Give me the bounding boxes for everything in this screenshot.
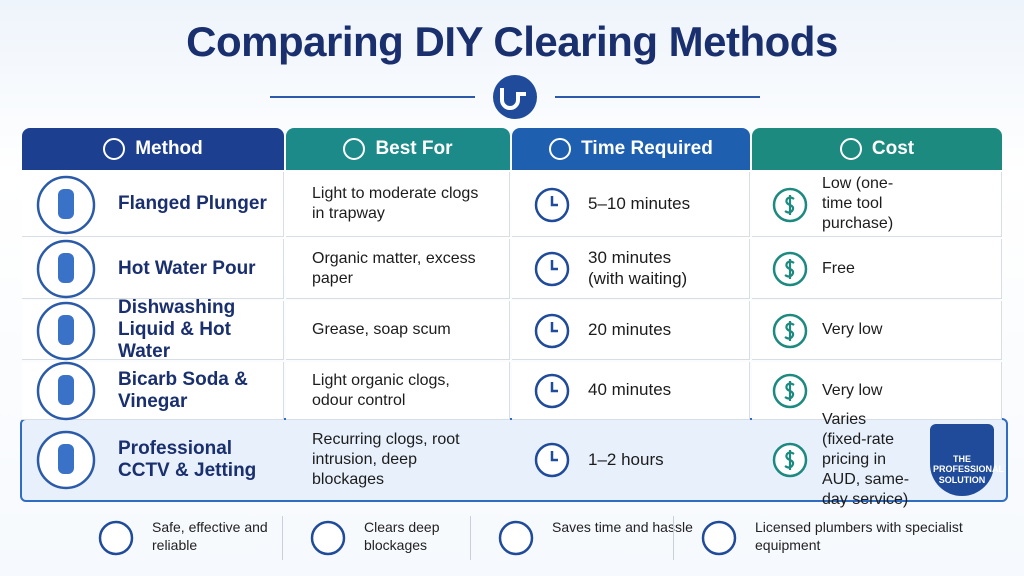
column-header: Cost — [752, 128, 1002, 170]
icon — [534, 313, 570, 348]
icon — [534, 187, 570, 222]
best-for-cell: Light to moderate clogs in trapway — [286, 172, 510, 237]
header-text: Cost — [871, 138, 915, 159]
footer-divider — [470, 516, 471, 560]
footer-divider — [282, 516, 283, 560]
icon — [534, 442, 570, 478]
cost-cell: Varies (fixed-rate pricing in AUD, same-… — [822, 411, 910, 508]
icon — [36, 239, 96, 299]
best-for-cell: Recurring clogs, root intrusion, deep bl… — [312, 431, 460, 488]
header-icon — [103, 138, 126, 160]
footer-text: Safe, effective and reliable — [152, 519, 268, 554]
time-cell: 30 minutes (with waiting) — [512, 239, 750, 299]
header-icon — [549, 138, 572, 160]
column-header: Time Required — [512, 128, 750, 170]
icon — [772, 373, 808, 409]
icon — [310, 520, 346, 556]
icon — [772, 442, 808, 478]
time-cell: 20 minutes — [512, 301, 750, 360]
column-header: Method — [22, 128, 284, 170]
icon — [36, 361, 96, 421]
title-divider — [270, 75, 760, 119]
icon — [772, 251, 808, 287]
best-for-cell: Grease, soap scum — [286, 301, 510, 360]
icon — [534, 251, 570, 287]
icon — [772, 313, 808, 348]
cost-cell: Very low — [752, 301, 1002, 360]
column-header: Best For — [286, 128, 510, 170]
time-cell: 1–2 hours — [588, 449, 664, 469]
icon — [772, 187, 808, 222]
best-for-cell: Light organic clogs, odour control — [286, 362, 510, 420]
header-icon — [343, 138, 366, 160]
icon — [98, 520, 134, 556]
best-for-cell: Organic matter, excess paper — [286, 239, 510, 299]
header-text: Time Required — [581, 138, 713, 159]
icon — [701, 520, 737, 556]
footer-divider — [673, 516, 674, 560]
header-text: Best For — [375, 138, 453, 159]
icon — [498, 520, 534, 556]
icon — [36, 430, 96, 490]
icon — [36, 301, 96, 360]
method-cell: Professional CCTV & Jetting — [118, 438, 257, 481]
header-icon — [839, 138, 862, 160]
professional-badge: THE PROFESSIONAL SOLUTION — [930, 424, 1004, 496]
title: Comparing DIY Clearing Methods — [186, 18, 838, 65]
footer-text: Saves time and hassle — [552, 519, 693, 535]
icon — [534, 373, 570, 409]
icon — [36, 175, 96, 234]
footer-text: Licensed plumbers with specialist equipm… — [755, 519, 963, 554]
header-text: Method — [135, 138, 203, 159]
footer-text: Clears deep blockages — [364, 519, 440, 554]
